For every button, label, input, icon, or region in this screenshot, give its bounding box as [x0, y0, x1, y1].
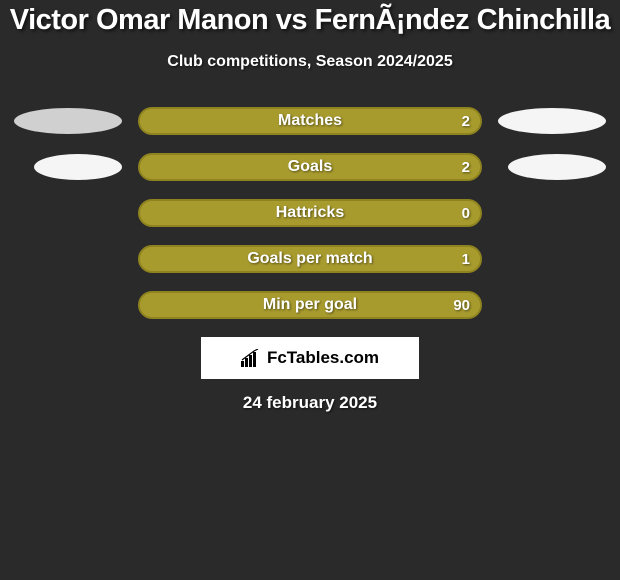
stat-label: Goals per match — [140, 250, 480, 268]
stat-label: Min per goal — [140, 296, 480, 314]
page-title: Victor Omar Manon vs FernÃ¡ndez Chinchil… — [0, 4, 620, 37]
stat-row: Hattricks0 — [0, 199, 620, 227]
subtitle: Club competitions, Season 2024/2025 — [0, 53, 620, 71]
stat-value-right: 2 — [462, 113, 470, 130]
stats-area: Matches2Goals2Hattricks0Goals per match1… — [0, 107, 620, 319]
stat-row: Goals2 — [0, 153, 620, 181]
logo-text: FcTables.com — [267, 348, 379, 368]
stat-value-right: 90 — [453, 297, 470, 314]
right-badge-slot — [498, 108, 606, 134]
stat-label: Matches — [140, 112, 480, 130]
right-badge-slot — [498, 154, 606, 180]
stat-value-right: 0 — [462, 205, 470, 222]
stat-value-right: 2 — [462, 159, 470, 176]
left-badge-slot — [14, 108, 122, 134]
stat-label: Goals — [140, 158, 480, 176]
team-badge-left — [14, 108, 122, 134]
stat-bar: Goals per match1 — [138, 245, 482, 273]
stat-bar: Goals2 — [138, 153, 482, 181]
stat-bar: Hattricks0 — [138, 199, 482, 227]
left-badge-slot — [14, 154, 122, 180]
stat-bar: Min per goal90 — [138, 291, 482, 319]
stat-row: Min per goal90 — [0, 291, 620, 319]
bar-chart-icon — [241, 349, 263, 367]
team-badge-right — [508, 154, 606, 180]
date-text: 24 february 2025 — [0, 393, 620, 413]
team-badge-left — [34, 154, 122, 180]
stat-label: Hattricks — [140, 204, 480, 222]
team-badge-right — [498, 108, 606, 134]
stat-value-right: 1 — [462, 251, 470, 268]
comparison-card: Victor Omar Manon vs FernÃ¡ndez Chinchil… — [0, 0, 620, 413]
stat-row: Goals per match1 — [0, 245, 620, 273]
stat-row: Matches2 — [0, 107, 620, 135]
logo-box[interactable]: FcTables.com — [201, 337, 419, 379]
stat-bar: Matches2 — [138, 107, 482, 135]
